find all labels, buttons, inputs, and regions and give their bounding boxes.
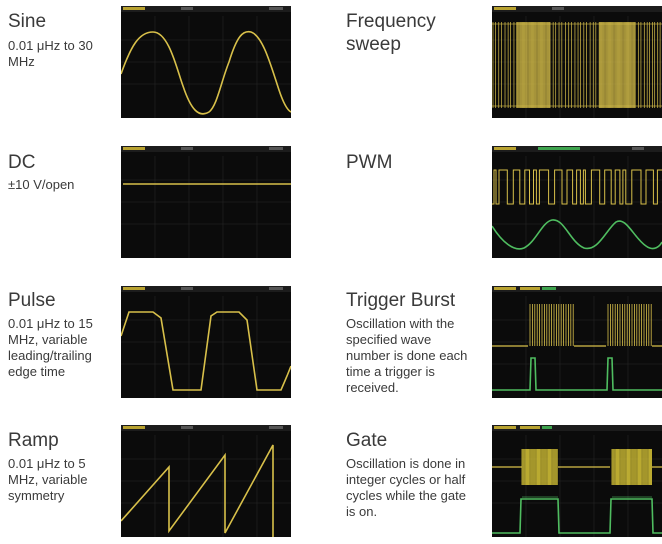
- waveform-title: Pulse: [8, 290, 56, 311]
- frequency-sweep-display: [492, 6, 662, 118]
- trigger-burst-display: [492, 286, 662, 398]
- waveform-description: 0.01 μHz to 30 MHz: [8, 38, 93, 69]
- ramp-waveform-display: [121, 425, 291, 537]
- waveform-title: Frequency sweep: [346, 11, 436, 55]
- sweep-trace: [492, 16, 662, 118]
- waveform-description: ±10 V/open: [8, 177, 75, 192]
- waveform-title: PWM: [346, 152, 393, 173]
- waveform-description: Oscillation is done in integer cycles or…: [346, 456, 466, 519]
- pulse-waveform-display: [121, 286, 291, 398]
- waveform-title: DC: [8, 152, 36, 173]
- waveform-description: Oscillation with the specified wave numb…: [346, 316, 468, 395]
- gate-waveform-display: [492, 425, 662, 537]
- waveform-title: Trigger Burst: [346, 290, 456, 311]
- waveform-description: 0.01 μHz to 5 MHz, variable symmetry: [8, 456, 88, 503]
- waveform-description: 0.01 μHz to 15 MHz, variable leading/tra…: [8, 316, 93, 379]
- waveform-title: Ramp: [8, 430, 59, 451]
- waveform-title: Gate: [346, 430, 388, 451]
- dc-waveform-display: [121, 146, 291, 258]
- waveform-title: Sine: [8, 11, 47, 32]
- pwm-waveform-display: [492, 146, 662, 258]
- sine-waveform-display: [121, 6, 291, 118]
